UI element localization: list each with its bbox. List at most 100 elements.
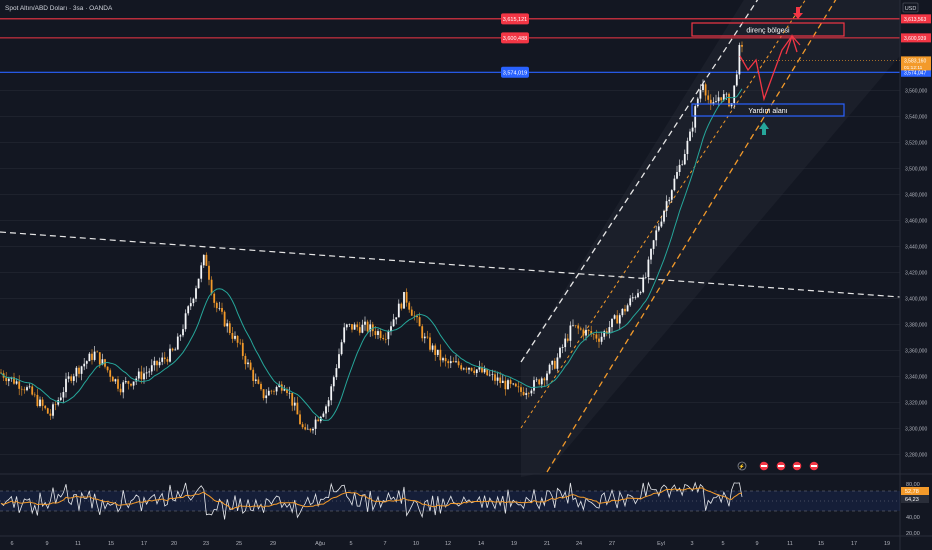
candle-body [603,331,606,337]
candle-body [447,361,450,364]
candle-body [501,380,504,384]
candle-body [67,376,70,379]
candle-body [725,93,728,95]
candle-body [720,97,723,101]
candle-body [93,351,96,360]
candle-body [132,381,135,386]
candle-body [174,349,177,351]
currency-button[interactable] [902,2,919,13]
candle-body [130,383,132,386]
candle-body [408,302,411,310]
flag-icon[interactable] [759,461,769,471]
time-axis-label: Eyl [657,541,665,547]
candle-body [699,89,702,99]
candle-body [520,387,522,392]
candle-body [41,399,44,406]
time-axis: 6 9 11 15 17 20 23 25 29 Ağu 5 7 10 12 14 19 21 24 27 Eyl 3 5… [10,541,890,547]
candle-body [444,358,447,362]
candle-body [137,371,140,379]
candle-body [663,210,665,222]
candle-body [527,393,530,394]
candle-body [221,308,223,312]
candle-body [486,368,489,376]
candle-body [735,74,738,86]
candle-body [124,381,127,383]
candle-body [111,376,114,382]
candle-body [228,323,231,334]
candle-body [741,44,743,47]
lower-resistance-label: 3,600,488 [503,36,527,42]
candle-body [717,97,720,102]
price-axis-ticks: 3,560,000 3,540,000 3,520,000 3,500,000 3,48… [905,89,927,459]
current-price-label: 3,583,160 [904,58,926,64]
candle-body [548,364,551,374]
candle-body [265,395,268,399]
flag-icon[interactable] [792,461,802,471]
resistance-zone-box[interactable] [691,22,845,37]
candle-body [392,319,395,327]
candle-body [275,386,278,392]
candle-body [374,331,377,336]
candle-body [312,428,314,431]
candle-body [189,303,192,307]
candle-body [15,381,18,384]
candle-body [234,335,236,339]
candle-body [704,84,707,96]
channel-upper-line [520,0,759,363]
candle-body [239,342,242,344]
candle-body [533,380,535,391]
candle-body [296,402,299,415]
candle-body [535,379,538,381]
candle-body [702,84,704,90]
candle-body [678,164,681,173]
candle-body [598,338,600,342]
time-axis-label: 5 [349,541,352,547]
candle-body [106,366,109,371]
candle-body [733,85,736,104]
candle-body [712,102,715,105]
support-zone-box[interactable] [691,103,845,117]
candle-body [592,334,595,335]
candle-body [494,374,496,381]
candle-body [223,311,226,327]
candle-body [31,386,34,395]
countdown-label: 01:12:11 [904,65,923,71]
candle-body [465,368,468,370]
candle-body [403,292,405,309]
candle-body [327,400,330,407]
candle-body [182,329,184,336]
dividend-icon[interactable] [737,461,747,471]
price-tick-label: 3,300,000 [905,427,927,433]
candle-body [387,331,390,340]
candle-body [254,379,257,381]
support-blue-axis-label: 3,574,047 [904,70,926,76]
candle-body [460,365,463,370]
candle-body [314,419,317,429]
candle-body [28,386,31,388]
level-labels: 3,615,121 3,600,488 3,574,019 [501,13,529,78]
candle-body [722,94,725,101]
candle-body [613,315,616,319]
candle-body [283,389,286,391]
candle-body [322,413,325,417]
candle-body [694,106,697,128]
flag-icon[interactable] [776,461,786,471]
candle-body [49,413,52,416]
candle-body [36,394,39,407]
candle-body [564,338,567,348]
candle-body [205,254,208,266]
lower-resistance-axis-badge [901,33,931,43]
candle-body [148,371,151,373]
candle-body [608,327,611,334]
time-axis-label: 3 [690,541,693,547]
candle-body [657,226,660,231]
candle-body [127,381,130,384]
candle-body [647,259,650,278]
flag-icon[interactable] [809,461,819,471]
candle-body [689,131,691,141]
candle-body [478,367,481,370]
candle-body [33,394,36,396]
rsi-value: 64,23 [905,497,919,503]
time-axis-label: 6 [10,541,13,547]
